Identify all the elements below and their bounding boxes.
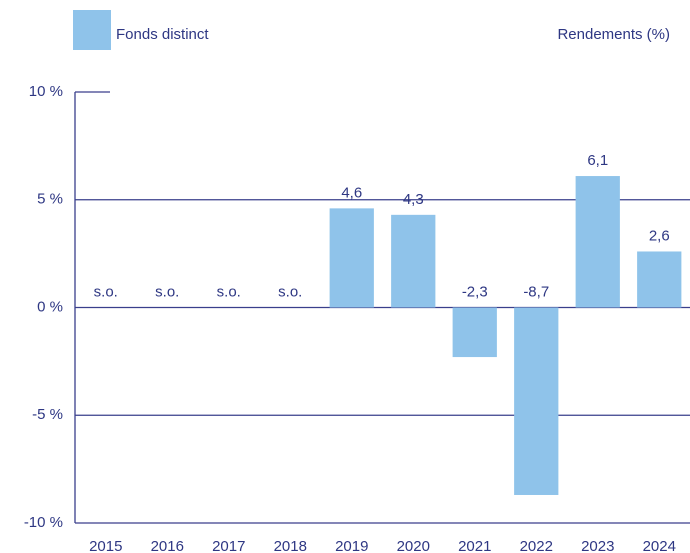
y-tick-label: -5 %	[32, 406, 63, 423]
bar	[514, 307, 559, 495]
y-tick-label: -10 %	[24, 514, 63, 531]
value-label: 6,1	[587, 152, 608, 169]
bar	[329, 208, 374, 308]
x-tick-label: 2019	[335, 538, 368, 553]
x-tick-label: 2021	[458, 538, 491, 553]
x-tick-label: 2018	[274, 538, 307, 553]
legend-swatch	[73, 10, 111, 50]
y-tick-label: 0 %	[37, 298, 63, 315]
value-label: 4,6	[341, 184, 362, 201]
bar	[575, 176, 620, 308]
x-tick-label: 2017	[212, 538, 245, 553]
x-tick-label: 2015	[89, 538, 122, 553]
legend-label: Fonds distinct	[116, 26, 209, 43]
x-tick-label: 2016	[151, 538, 184, 553]
bar	[452, 307, 497, 358]
value-label: s.o.	[278, 283, 302, 300]
y-tick-label: 10 %	[29, 83, 63, 100]
value-label: s.o.	[155, 283, 179, 300]
x-tick-label: 2020	[397, 538, 430, 553]
bar	[637, 251, 682, 308]
value-label: s.o.	[217, 283, 241, 300]
bar	[391, 214, 436, 308]
annotation: Rendements (%)	[557, 26, 670, 43]
y-tick-label: 5 %	[37, 191, 63, 208]
x-tick-label: 2022	[520, 538, 553, 553]
value-label: -2,3	[462, 283, 488, 300]
value-label: 2,6	[649, 227, 670, 244]
value-label: -8,7	[523, 283, 549, 300]
x-tick-label: 2024	[643, 538, 676, 553]
value-label: 4,3	[403, 191, 424, 208]
x-tick-label: 2023	[581, 538, 614, 553]
value-label: s.o.	[94, 283, 118, 300]
